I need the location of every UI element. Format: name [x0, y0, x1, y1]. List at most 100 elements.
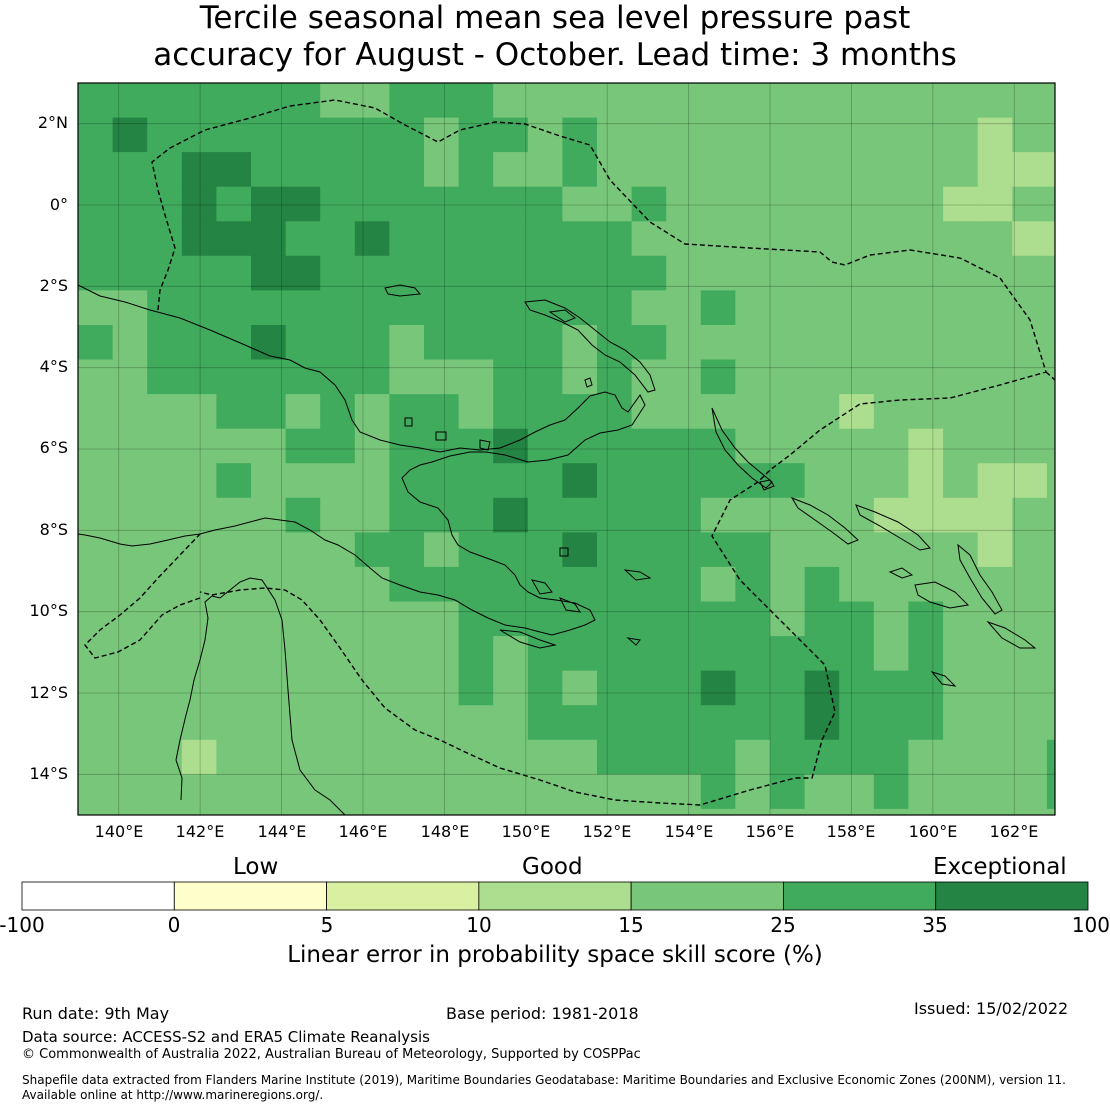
skill-cell — [597, 394, 633, 430]
skill-cell — [458, 152, 494, 188]
skill-cell — [147, 152, 183, 188]
skill-cell — [700, 566, 736, 602]
skill-cell — [354, 774, 390, 810]
skill-cell — [666, 463, 702, 499]
skill-cell — [354, 636, 390, 672]
skill-cell — [458, 186, 494, 222]
skill-cell — [631, 428, 667, 464]
colorbar-swatch — [478, 881, 632, 911]
skill-cell — [389, 739, 425, 775]
skill-cell — [597, 290, 633, 326]
colorbar-tick: 5 — [320, 913, 334, 937]
skill-cell — [977, 152, 1013, 188]
skill-cell — [977, 532, 1013, 568]
skill-cell — [1012, 670, 1048, 706]
skill-cell — [735, 808, 771, 815]
skill-cell — [804, 532, 840, 568]
skill-cell — [700, 290, 736, 326]
colorbar-tick: 0 — [167, 913, 181, 937]
lon-label-154e: 154°E — [664, 822, 714, 841]
skill-cell — [1046, 532, 1055, 568]
skill-cell — [700, 428, 736, 464]
colorbar-swatch — [630, 881, 784, 911]
skill-cell — [251, 670, 287, 706]
new-georgia-coastline — [888, 567, 914, 579]
colorbar-tick: 25 — [770, 913, 796, 937]
skill-cell — [908, 739, 944, 775]
skill-cell — [1046, 636, 1055, 672]
skill-cell — [839, 601, 875, 637]
skill-cell — [700, 601, 736, 637]
skill-cell — [770, 463, 806, 499]
skill-cell — [424, 428, 460, 464]
skill-cell — [320, 394, 356, 430]
skill-cell — [320, 705, 356, 741]
skill-cell — [181, 117, 217, 153]
skill-cell — [839, 83, 875, 119]
lat-label-0: 0° — [49, 195, 68, 214]
skill-cell — [908, 290, 944, 326]
skill-cell — [839, 497, 875, 533]
skill-cell — [631, 463, 667, 499]
skill-cell — [424, 636, 460, 672]
skill-cell — [908, 601, 944, 637]
skill-cell — [1046, 255, 1055, 291]
lon-label-158e: 158°E — [826, 822, 876, 841]
long-island-coastline — [435, 431, 447, 441]
skill-cell — [562, 290, 598, 326]
skill-cell — [1046, 325, 1055, 361]
skill-cell — [735, 636, 771, 672]
skill-cell — [804, 705, 840, 741]
skill-cell — [839, 705, 875, 741]
skill-cell — [631, 739, 667, 775]
australia-png-boundary — [84, 533, 201, 659]
lat-label-8s: 8°S — [39, 520, 68, 539]
normanby-coastline — [558, 597, 581, 613]
skill-cell — [181, 532, 217, 568]
skill-cell — [320, 117, 356, 153]
skill-cell — [1012, 325, 1048, 361]
skill-cell — [112, 463, 148, 499]
skill-cell — [562, 636, 598, 672]
lon-label-140e: 140°E — [94, 822, 144, 841]
skill-cell — [977, 290, 1013, 326]
skill-cell — [527, 601, 563, 637]
skill-cell — [181, 152, 217, 188]
skill-cell — [770, 428, 806, 464]
copyright-notice: © Commonwealth of Australia 2022, Austra… — [22, 1047, 641, 1062]
skill-cell — [943, 359, 979, 395]
skill-cell — [873, 117, 909, 153]
skill-cell — [977, 808, 1013, 815]
skill-cell — [389, 394, 425, 430]
skill-cell — [700, 774, 736, 810]
skill-cell — [770, 117, 806, 153]
skill-cell — [216, 532, 252, 568]
skill-cell — [527, 463, 563, 499]
skill-cell — [597, 566, 633, 602]
skill-cell — [112, 636, 148, 672]
skill-cell — [1046, 152, 1055, 188]
skill-cell — [147, 808, 183, 815]
skill-cell — [424, 255, 460, 291]
skill-cell — [147, 325, 183, 361]
skill-cell — [458, 359, 494, 395]
skill-cell — [389, 532, 425, 568]
skill-cell — [1046, 221, 1055, 257]
skill-cell — [873, 463, 909, 499]
skill-cell — [285, 394, 321, 430]
skill-cell — [354, 670, 390, 706]
skill-cell — [527, 774, 563, 810]
skill-cell — [977, 705, 1013, 741]
skill-cell — [181, 394, 217, 430]
skill-cell — [251, 497, 287, 533]
skill-cell — [631, 117, 667, 153]
skill-cell — [251, 221, 287, 257]
skill-cell — [354, 532, 390, 568]
skill-cell — [424, 117, 460, 153]
colorbar-tick: 10 — [466, 913, 492, 937]
skill-cell — [251, 739, 287, 775]
skill-cell — [181, 739, 217, 775]
skill-cell — [873, 739, 909, 775]
woodlark-coastline — [623, 569, 652, 581]
skill-cell — [354, 359, 390, 395]
